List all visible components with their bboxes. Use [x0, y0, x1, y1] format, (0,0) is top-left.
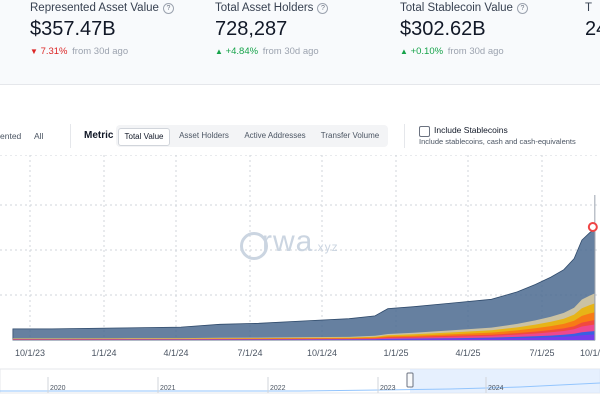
x-tick-label: 1/1/25	[383, 348, 408, 358]
x-tick-label: 7/1/25	[529, 348, 554, 358]
total-value-chart[interactable]: 10/1/23 1/1/24 4/1/24 7/1/24 10/1/24 1/1/25 4/…	[0, 155, 600, 400]
filter-option-all[interactable]: All	[34, 131, 44, 141]
stat-value: $302.62B	[400, 18, 486, 40]
info-icon[interactable]: ?	[162, 3, 174, 14]
layer-purple	[12, 334, 595, 340]
include-stablecoins-label[interactable]: Include Stablecoins	[434, 125, 508, 135]
arrow-up-icon: ▲	[400, 47, 408, 56]
x-tick-label: 1/1/24	[91, 348, 116, 358]
info-icon[interactable]: ?	[516, 3, 528, 14]
stat-value: $357.47B	[30, 18, 116, 40]
x-tick-label: 7/1/24	[237, 348, 262, 358]
range-navigator[interactable]: 2020 2021 2022 2023 2024	[0, 368, 600, 394]
tab-active-addresses[interactable]: Active Addresses	[244, 131, 306, 140]
metric-label: Metric	[84, 130, 114, 141]
navigator-year-label: 2021	[160, 385, 176, 392]
rwa-logo-icon	[240, 232, 268, 260]
tab-total-value[interactable]: Total Value	[118, 128, 170, 146]
stats-bar: Represented Asset Value? $357.47B ▼ 7.31…	[0, 0, 600, 85]
stat-label: Total Asset Holders	[215, 2, 314, 14]
stat-delta: +0.10%	[410, 46, 444, 57]
x-tick-label: 10/1/	[580, 348, 600, 358]
navigator-year-label: 2022	[270, 385, 286, 392]
stat-label: Total Stablecoin Value	[400, 2, 513, 14]
watermark: rwa.xyz	[262, 225, 339, 258]
layer-slate	[12, 228, 596, 341]
x-tick-label: 4/1/24	[163, 348, 188, 358]
navigator-handle[interactable]	[406, 372, 414, 388]
arrow-down-icon: ▼	[30, 47, 38, 56]
tab-transfer-volume[interactable]: Transfer Volume	[320, 131, 380, 140]
stat-since: from 30d ago	[72, 46, 129, 57]
stat-delta: 7.31%	[40, 46, 68, 57]
navigator-year-label: 2024	[488, 385, 504, 392]
stat-label: T	[585, 2, 593, 14]
include-stablecoins-description: Include stablecoins, cash and cash-equiv…	[419, 137, 576, 146]
stat-delta: +4.84%	[225, 46, 259, 57]
navigator-year-label: 2020	[50, 385, 66, 392]
filter-option-partial[interactable]: ented	[0, 131, 22, 141]
chart-toolbar: ented All Metric Total Value Asset Holde…	[0, 120, 600, 154]
x-tick-label: 10/1/23	[15, 348, 45, 358]
navigator-year-label: 2023	[380, 385, 396, 392]
navigator-series	[0, 382, 600, 392]
stat-value: 728,287	[215, 18, 288, 40]
hover-point[interactable]	[587, 222, 598, 232]
x-axis: 10/1/23 1/1/24 4/1/24 7/1/24 10/1/24 1/1/25 4/…	[15, 348, 600, 358]
divider	[404, 124, 405, 148]
x-tick-label: 10/1/24	[307, 348, 337, 358]
chart-grid	[0, 155, 600, 340]
stat-since: from 30d ago	[262, 46, 319, 57]
divider	[70, 124, 71, 148]
x-tick-label: 4/1/25	[455, 348, 480, 358]
stat-value: 24	[585, 18, 600, 40]
stat-since: from 30d ago	[447, 46, 504, 57]
tab-asset-holders[interactable]: Asset Holders	[179, 131, 229, 140]
include-stablecoins-checkbox[interactable]	[419, 126, 430, 137]
info-icon[interactable]: ?	[317, 3, 329, 14]
arrow-up-icon: ▲	[215, 47, 223, 56]
chart-areas	[12, 195, 598, 341]
stat-label: Represented Asset Value	[30, 2, 159, 14]
metric-tab-group: Total Value Asset Holders Active Address…	[116, 125, 388, 147]
